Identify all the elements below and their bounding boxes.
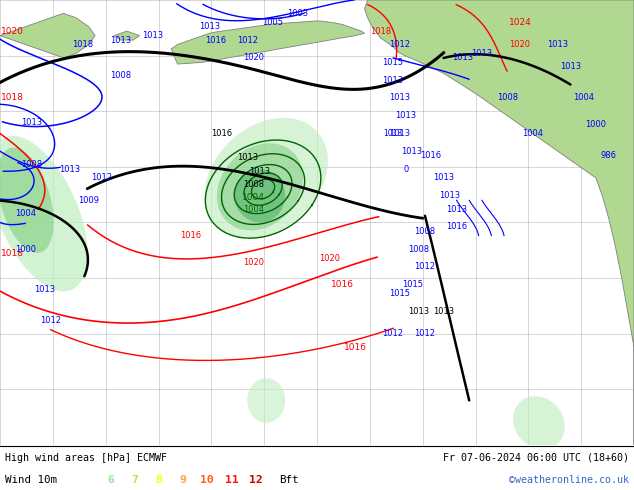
Text: 1020: 1020 bbox=[243, 53, 264, 62]
Text: 1012: 1012 bbox=[414, 263, 436, 271]
Text: 1016: 1016 bbox=[344, 343, 366, 351]
Polygon shape bbox=[247, 378, 285, 423]
Text: 1008: 1008 bbox=[243, 180, 264, 189]
Text: 1013: 1013 bbox=[401, 147, 423, 156]
Text: 1013: 1013 bbox=[446, 205, 467, 214]
Text: 1004: 1004 bbox=[522, 129, 543, 138]
Text: 1024: 1024 bbox=[508, 18, 531, 27]
Text: 1013: 1013 bbox=[198, 22, 220, 31]
Text: 1004: 1004 bbox=[243, 205, 264, 214]
Text: 7: 7 bbox=[132, 475, 138, 485]
Text: 1013: 1013 bbox=[471, 49, 493, 58]
Text: 1004: 1004 bbox=[573, 94, 594, 102]
Text: 8: 8 bbox=[156, 475, 162, 485]
Text: 1018: 1018 bbox=[370, 26, 391, 36]
Text: 1013: 1013 bbox=[236, 153, 258, 163]
Text: 1004: 1004 bbox=[15, 209, 36, 218]
Text: 1018: 1018 bbox=[72, 40, 93, 49]
Text: 1009: 1009 bbox=[78, 196, 100, 205]
Text: 1000: 1000 bbox=[585, 120, 607, 129]
Text: 1013: 1013 bbox=[110, 36, 131, 45]
Text: 1008: 1008 bbox=[408, 245, 429, 254]
Text: 1012: 1012 bbox=[382, 329, 404, 338]
Polygon shape bbox=[513, 396, 565, 449]
Text: 1018: 1018 bbox=[1, 94, 24, 102]
Text: 1003: 1003 bbox=[287, 9, 309, 18]
Text: 1013: 1013 bbox=[382, 75, 404, 85]
Polygon shape bbox=[114, 31, 139, 40]
Text: ©weatheronline.co.uk: ©weatheronline.co.uk bbox=[509, 475, 629, 485]
Text: 1008: 1008 bbox=[414, 227, 436, 236]
Text: 1020: 1020 bbox=[1, 26, 24, 36]
Text: 1013: 1013 bbox=[433, 173, 455, 182]
Polygon shape bbox=[0, 147, 54, 253]
Text: 1000: 1000 bbox=[15, 245, 36, 254]
Polygon shape bbox=[0, 136, 87, 291]
Polygon shape bbox=[171, 21, 365, 64]
Text: 1016: 1016 bbox=[205, 36, 226, 45]
Text: 1018: 1018 bbox=[1, 249, 24, 258]
Text: 1013: 1013 bbox=[249, 167, 271, 176]
Text: 1016: 1016 bbox=[179, 231, 201, 240]
Text: Wind 10m: Wind 10m bbox=[5, 475, 57, 485]
Text: 1013: 1013 bbox=[408, 307, 429, 316]
Text: 1013: 1013 bbox=[34, 285, 55, 294]
Text: 1015: 1015 bbox=[389, 289, 410, 298]
Polygon shape bbox=[217, 143, 303, 230]
Text: 1020: 1020 bbox=[243, 258, 264, 267]
Text: 1016: 1016 bbox=[211, 129, 233, 138]
Text: 6: 6 bbox=[108, 475, 114, 485]
Text: Fr 07-06-2024 06:00 UTC (18+60): Fr 07-06-2024 06:00 UTC (18+60) bbox=[443, 453, 629, 463]
Text: 1004: 1004 bbox=[242, 194, 265, 202]
Text: 1016: 1016 bbox=[331, 280, 354, 289]
Text: 9: 9 bbox=[180, 475, 186, 485]
Text: 1020: 1020 bbox=[509, 40, 531, 49]
Text: 0: 0 bbox=[403, 165, 408, 173]
Text: 986: 986 bbox=[600, 151, 617, 160]
Polygon shape bbox=[0, 13, 95, 58]
Text: 1013: 1013 bbox=[21, 118, 42, 127]
Text: Bft: Bft bbox=[280, 475, 299, 485]
Text: 1013: 1013 bbox=[452, 53, 474, 62]
Text: 1015: 1015 bbox=[401, 280, 423, 289]
Text: 1012: 1012 bbox=[91, 173, 112, 182]
Text: 1012: 1012 bbox=[40, 316, 61, 325]
Text: 10: 10 bbox=[200, 475, 214, 485]
Polygon shape bbox=[365, 0, 634, 445]
Text: 1013: 1013 bbox=[141, 31, 163, 40]
Text: 1012: 1012 bbox=[389, 40, 410, 49]
Text: 1013: 1013 bbox=[384, 129, 403, 138]
Polygon shape bbox=[235, 169, 285, 222]
Text: 1020: 1020 bbox=[319, 253, 340, 263]
Text: 1012: 1012 bbox=[236, 36, 258, 45]
Text: 1013: 1013 bbox=[59, 165, 81, 173]
Text: 11: 11 bbox=[224, 475, 238, 485]
Text: 1008: 1008 bbox=[496, 94, 518, 102]
Text: 1013: 1013 bbox=[395, 111, 417, 120]
Text: 1005: 1005 bbox=[262, 18, 283, 27]
Text: 1008: 1008 bbox=[110, 71, 131, 80]
Text: High wind areas [hPa] ECMWF: High wind areas [hPa] ECMWF bbox=[5, 453, 167, 463]
Text: 1013: 1013 bbox=[389, 129, 410, 138]
Text: 1013: 1013 bbox=[547, 40, 569, 49]
Polygon shape bbox=[205, 118, 328, 238]
Text: 1015: 1015 bbox=[382, 58, 404, 67]
Text: 1013: 1013 bbox=[439, 191, 461, 200]
Text: 1013: 1013 bbox=[389, 94, 410, 102]
Text: 1016: 1016 bbox=[446, 222, 467, 231]
Text: 1012: 1012 bbox=[414, 329, 436, 338]
Text: 1013: 1013 bbox=[560, 62, 581, 71]
Text: 1008: 1008 bbox=[21, 160, 42, 169]
Text: 12: 12 bbox=[249, 475, 262, 485]
Text: 1016: 1016 bbox=[420, 151, 442, 160]
Text: 1013: 1013 bbox=[433, 307, 455, 316]
